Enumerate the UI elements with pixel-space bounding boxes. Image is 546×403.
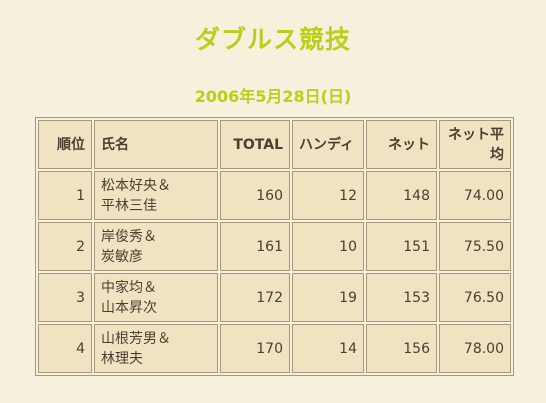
player-pair-first: 山根芳男＆ <box>101 330 171 347</box>
results-table-container: 順位 氏名 TOTAL ハンディ ネット ネット平均 1 松本好央＆ 平林三佳 1… <box>35 117 514 376</box>
header-rank: 順位 <box>38 120 92 169</box>
name-cell: 岸俊秀＆ 炭敏彦 <box>94 222 218 271</box>
player-pair-first: 中家均＆ <box>101 279 157 296</box>
rank-cell: 2 <box>38 222 92 271</box>
player-pair-first: 松本好央＆ <box>101 177 171 194</box>
player-pair-second: 林理夫 <box>101 350 143 367</box>
total-cell: 170 <box>220 324 290 373</box>
net-average-cell: 75.50 <box>439 222 511 271</box>
player-pair-second: 炭敏彦 <box>101 248 143 265</box>
net-average-cell: 74.00 <box>439 171 511 220</box>
net-cell: 148 <box>366 171 437 220</box>
rank-cell: 3 <box>38 273 92 322</box>
rank-cell: 4 <box>38 324 92 373</box>
header-row: 順位 氏名 TOTAL ハンディ ネット ネット平均 <box>38 120 511 169</box>
table-row: 3 中家均＆ 山本昇次 172 19 153 76.50 <box>38 273 511 322</box>
handicap-cell: 14 <box>292 324 364 373</box>
net-cell: 151 <box>366 222 437 271</box>
header-net: ネット <box>366 120 437 169</box>
net-cell: 156 <box>366 324 437 373</box>
header-name: 氏名 <box>94 120 218 169</box>
player-pair-first: 岸俊秀＆ <box>101 228 157 245</box>
name-cell: 山根芳男＆ 林理夫 <box>94 324 218 373</box>
rank-cell: 1 <box>38 171 92 220</box>
header-handicap: ハンディ <box>292 120 364 169</box>
net-average-cell: 76.50 <box>439 273 511 322</box>
player-pair-second: 平林三佳 <box>101 197 157 214</box>
page-title: ダブルス競技 <box>194 25 351 54</box>
handicap-cell: 10 <box>292 222 364 271</box>
table-row: 2 岸俊秀＆ 炭敏彦 161 10 151 75.50 <box>38 222 511 271</box>
name-cell: 中家均＆ 山本昇次 <box>94 273 218 322</box>
handicap-cell: 19 <box>292 273 364 322</box>
results-table: 順位 氏名 TOTAL ハンディ ネット ネット平均 1 松本好央＆ 平林三佳 1… <box>35 117 514 376</box>
name-cell: 松本好央＆ 平林三佳 <box>94 171 218 220</box>
net-average-cell: 78.00 <box>439 324 511 373</box>
header-net-average: ネット平均 <box>439 120 511 169</box>
event-date: 2006年5月28日(日) <box>194 87 352 106</box>
total-cell: 172 <box>220 273 290 322</box>
net-cell: 153 <box>366 273 437 322</box>
table-row: 1 松本好央＆ 平林三佳 160 12 148 74.00 <box>38 171 511 220</box>
table-row: 4 山根芳男＆ 林理夫 170 14 156 78.00 <box>38 324 511 373</box>
player-pair-second: 山本昇次 <box>101 299 157 316</box>
total-cell: 160 <box>220 171 290 220</box>
handicap-cell: 12 <box>292 171 364 220</box>
total-cell: 161 <box>220 222 290 271</box>
header-total: TOTAL <box>220 120 290 169</box>
